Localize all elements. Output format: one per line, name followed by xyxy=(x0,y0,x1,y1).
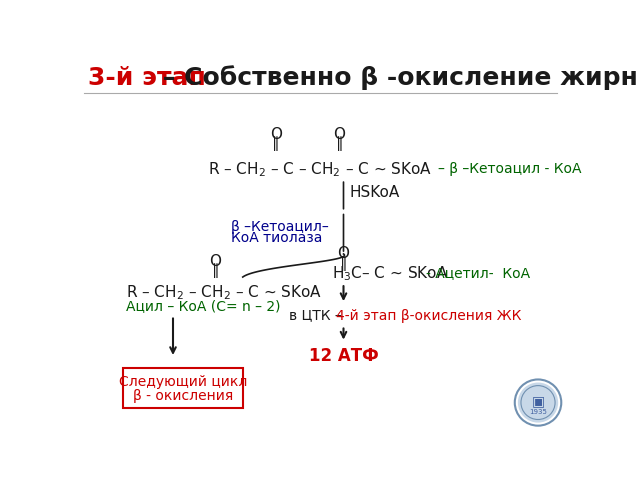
Text: R – CH$_2$ – CH$_2$ – C ~ SKoA: R – CH$_2$ – CH$_2$ – C ~ SKoA xyxy=(127,283,323,302)
Text: Ацил – КоА (С= n – 2): Ацил – КоА (С= n – 2) xyxy=(127,300,281,313)
Text: O: O xyxy=(333,127,346,142)
Text: O: O xyxy=(210,254,221,269)
Text: 12 АТФ: 12 АТФ xyxy=(308,348,378,365)
Text: ∥: ∥ xyxy=(212,264,220,278)
Text: β –Кетоацил–: β –Кетоацил– xyxy=(231,220,329,234)
Text: R – CH$_2$ – C – CH$_2$ – C ~ SKoA: R – CH$_2$ – C – CH$_2$ – C ~ SKoA xyxy=(208,160,432,179)
Text: 3-й этап: 3-й этап xyxy=(88,66,205,90)
Text: H$_3$C– C ~ SKoA: H$_3$C– C ~ SKoA xyxy=(332,264,448,283)
Text: – β –Кетоацил - КоА: – β –Кетоацил - КоА xyxy=(438,162,582,176)
Text: – Собственно β -окисление жирных кислот: – Собственно β -окисление жирных кислот xyxy=(154,65,640,90)
Text: β - окисления: β - окисления xyxy=(133,389,233,403)
Text: 1935: 1935 xyxy=(529,409,547,415)
Text: ∥: ∥ xyxy=(336,136,344,151)
Text: ∥: ∥ xyxy=(340,256,348,271)
Text: HSKoA: HSKoA xyxy=(349,185,400,200)
FancyBboxPatch shape xyxy=(124,368,243,408)
Text: Следующий цикл: Следующий цикл xyxy=(119,375,247,389)
Circle shape xyxy=(518,383,558,422)
Text: O: O xyxy=(270,127,282,142)
Text: КоА тиолаза: КоА тиолаза xyxy=(231,231,323,245)
Text: 4-й этап β-окисления ЖК: 4-й этап β-окисления ЖК xyxy=(336,309,521,323)
Text: ∥: ∥ xyxy=(272,136,280,151)
Text: - Ацетил-  КоА: - Ацетил- КоА xyxy=(426,266,531,280)
Text: ▣: ▣ xyxy=(531,394,545,408)
Text: в ЦТК –: в ЦТК – xyxy=(289,309,346,323)
Text: O: O xyxy=(337,246,349,262)
